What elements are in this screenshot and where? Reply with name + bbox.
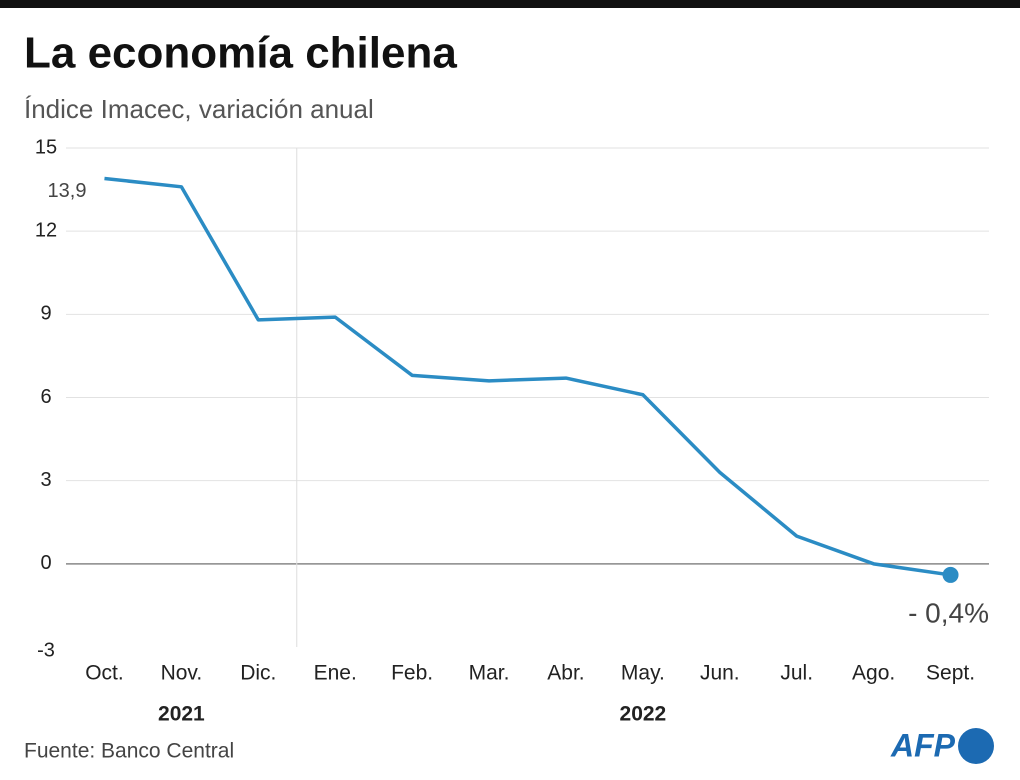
- y-tick-label: 12: [35, 219, 57, 241]
- x-tick-label: Abr.: [547, 662, 584, 685]
- source: Fuente: Banco Central: [24, 740, 234, 763]
- logo: AFP: [890, 727, 956, 763]
- x-tick-label: Sept.: [926, 662, 975, 685]
- x-tick-label: May.: [621, 662, 665, 685]
- chart-title: La economía chilena: [24, 29, 457, 78]
- x-tick-label: Oct.: [85, 662, 124, 685]
- x-tick-label: Jul.: [780, 662, 813, 685]
- x-tick-label: Nov.: [161, 662, 203, 685]
- chart-subtitle: Índice Imacec, variación anual: [24, 94, 374, 124]
- x-tick-label: Ene.: [314, 662, 357, 685]
- value-label: - 0,4%: [908, 597, 989, 628]
- y-tick-label: -3: [37, 639, 55, 661]
- x-tick-label: Jun.: [700, 662, 740, 685]
- y-tick-label: 6: [40, 386, 51, 408]
- x-tick-label: Ago.: [852, 662, 895, 685]
- x-group-label: 2021: [158, 703, 205, 726]
- value-label: 13,9: [48, 180, 87, 202]
- y-tick-label: 3: [40, 469, 51, 491]
- x-tick-label: Mar.: [469, 662, 510, 685]
- logo-dot: [958, 728, 994, 764]
- line: [104, 176, 951, 577]
- y-tick-label: 15: [35, 136, 57, 158]
- top-bar: [0, 0, 1020, 8]
- x-tick-label: Dic.: [240, 662, 276, 685]
- y-tick-label: 0: [40, 552, 51, 574]
- y-tick-label: 9: [40, 303, 51, 325]
- x-group-label: 2022: [620, 703, 667, 726]
- end-marker: [942, 566, 959, 583]
- x-tick-label: Feb.: [391, 662, 433, 685]
